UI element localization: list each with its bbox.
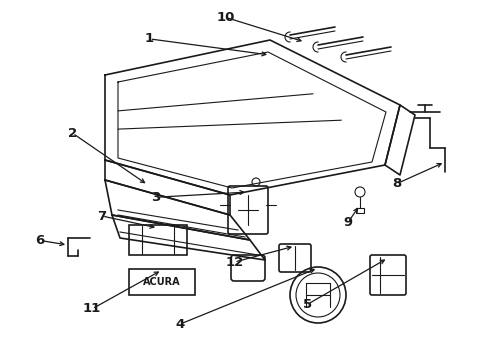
Text: ACURA: ACURA [143,277,181,287]
Text: 8: 8 [392,177,401,190]
Text: 12: 12 [225,256,244,269]
Text: 7: 7 [98,210,106,222]
Text: 4: 4 [176,318,185,330]
Text: 11: 11 [83,302,101,315]
Text: 10: 10 [216,11,235,24]
Text: 3: 3 [151,191,160,204]
Bar [356,208,364,213]
Text: 6: 6 [36,234,45,247]
Text: 1: 1 [145,32,154,45]
Text: 2: 2 [68,127,77,140]
Text: 9: 9 [343,216,352,229]
Text: 5: 5 [303,298,312,311]
